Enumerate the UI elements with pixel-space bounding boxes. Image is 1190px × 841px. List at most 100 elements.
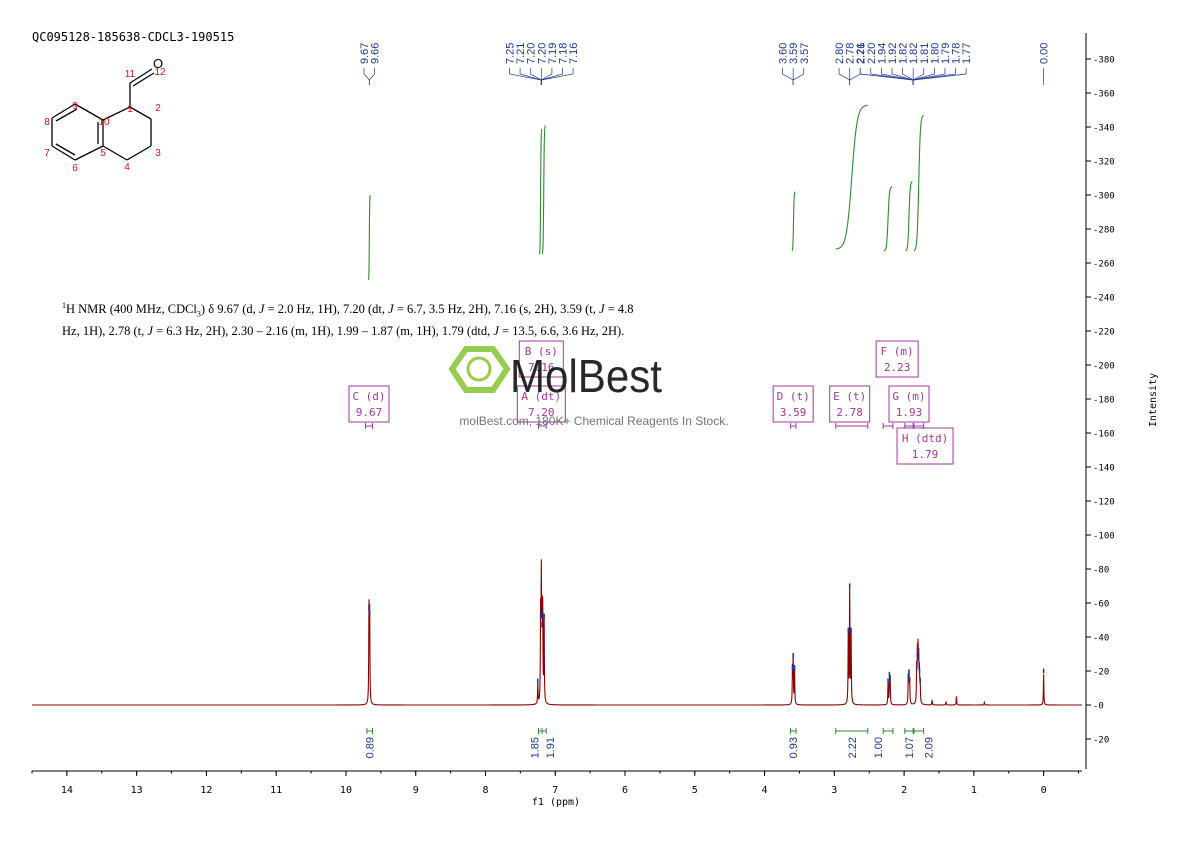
multiplet-frame <box>348 385 390 423</box>
integral-value: 1.07 <box>904 737 916 758</box>
x-tick-label: 3 <box>831 785 837 796</box>
peak-shift-label: 7.20 <box>536 43 548 64</box>
x-axis-label: f1 (ppm) <box>532 797 580 808</box>
integral-values: 0.89 1.85 1.91 0.93 2.22 1.00 1.07 2.09 <box>365 728 936 758</box>
multiplet-shift: 9.67 <box>356 406 383 419</box>
atom-label: 1 <box>127 104 133 115</box>
y-tick-label: -380 <box>1093 56 1115 66</box>
multiplet-box: H (dtd) 1.79 <box>896 423 954 465</box>
peak-shift-label: 3.57 <box>799 43 811 64</box>
integral-curve <box>835 104 868 250</box>
x-tick-label: 1 <box>971 785 977 796</box>
oxygen-label: O <box>153 56 163 71</box>
peak-label-connector <box>368 68 375 85</box>
y-tick-label: -200 <box>1093 362 1115 372</box>
x-tick-label: 0 <box>1041 785 1047 796</box>
y-tick-label: -340 <box>1093 124 1115 134</box>
multiplet-frame <box>829 385 871 423</box>
multiplet-box: F (m) 2.23 <box>875 340 919 429</box>
peak-shift-label: 9.67 <box>359 43 371 64</box>
multiplet-shift: 1.93 <box>896 406 923 419</box>
peak-shift-label: 3.60 <box>778 43 790 64</box>
axes: 14 13 12 11 10 9 8 7 6 5 4 3 2 1 0-20-0-20-40-60-80-10… <box>31 33 1115 796</box>
multiplet-label: C (d) <box>352 390 385 403</box>
peak-shift-label: 1.94 <box>876 43 888 64</box>
peak-shift-label: 7.16 <box>568 43 580 64</box>
multiplet-frame <box>896 427 954 465</box>
peak-shift-label: 1.79 <box>940 43 952 64</box>
y-tick-label: -160 <box>1093 430 1115 440</box>
integral-value: 1.85 <box>529 737 541 758</box>
y-tick-label: -180 <box>1093 396 1115 406</box>
multiplet-shift: 7.20 <box>528 406 555 419</box>
multiplet-shift: 2.23 <box>884 361 911 374</box>
peak-label-connector <box>782 68 794 85</box>
x-tick-label: 9 <box>413 785 419 796</box>
x-tick-label: 4 <box>762 785 768 796</box>
peak-shift-label: 7.25 <box>505 43 517 64</box>
multiplet-boxes: C (d) 9.67 B (s) 7.16 A (dt) 7.20 D (t) 3.59 E (… <box>348 340 954 465</box>
x-tick-label: 8 <box>482 785 488 796</box>
atom-label: 5 <box>100 148 106 159</box>
molbest-watermark: MolBest molBest.com, 180K+ Chemical Reag… <box>448 346 729 428</box>
nmr-description: 1H NMR (400 MHz, CDCl3) δ 9.67 (d, J = 2… <box>62 301 634 338</box>
molbest-tagline: molBest.com, 180K+ Chemical Reagents In … <box>459 414 728 428</box>
peak-shift-label: 7.21 <box>515 43 527 64</box>
peak-label-connector <box>792 68 805 85</box>
atom-label: 8 <box>44 117 50 128</box>
atom-label: 11 <box>125 69 136 80</box>
multiplet-box: C (d) 9.67 <box>348 385 390 429</box>
integral-curves <box>367 104 924 281</box>
integral-value: 2.22 <box>847 737 859 758</box>
multiplet-label: A (dt) <box>521 390 561 403</box>
peak-labels: 9.679.66 7.257.217.207.207.197.187.16 3.60… <box>359 43 1051 85</box>
multiplet-shift: 3.59 <box>780 406 807 419</box>
multiplet-box: G (m) 1.93 <box>888 385 930 429</box>
multiplet-frame <box>875 340 919 378</box>
peak-shift-label: 7.18 <box>558 43 570 64</box>
peak-shift-label: 3.59 <box>788 43 800 64</box>
multiplet-label: G (m) <box>892 390 925 403</box>
x-tick-label: 5 <box>692 785 698 796</box>
x-tick-label: 2 <box>901 785 907 796</box>
integral-curve <box>538 128 543 255</box>
y-tick-label: -20 <box>1093 668 1109 678</box>
y-tick-label: -100 <box>1093 532 1115 542</box>
x-tick-label: 12 <box>200 785 212 796</box>
peak-label-connector <box>530 68 542 85</box>
multiplet-label: H (dtd) <box>902 432 948 445</box>
y-tick-label: -60 <box>1093 600 1109 610</box>
multiplet-shift: 1.79 <box>912 448 939 461</box>
multiplet-box: B (s) 7.16 <box>518 340 564 378</box>
y-tick-label: -40 <box>1093 634 1109 644</box>
peak-shift-label: 0.00 <box>1039 43 1051 64</box>
y-tick-label: -120 <box>1093 498 1115 508</box>
x-tick-label: 7 <box>552 785 558 796</box>
x-tick-label: 6 <box>622 785 628 796</box>
x-tick-label: 11 <box>270 785 282 796</box>
atom-label: 2 <box>155 103 161 114</box>
peak-shift-label: 2.78 <box>845 43 857 64</box>
integral-value: 0.89 <box>365 737 377 758</box>
x-tick-label: 10 <box>340 785 352 796</box>
peak-shift-label: 1.82 <box>908 43 920 64</box>
atom-label: 6 <box>72 163 78 174</box>
integral-curve <box>913 114 924 252</box>
atom-label: 4 <box>124 162 130 173</box>
multiplet-frame <box>518 340 564 378</box>
peak-shift-label: 1.80 <box>929 43 941 64</box>
multiplet-label: D (t) <box>777 390 810 403</box>
molbest-brand: MolBest <box>510 350 662 402</box>
peak-shift-label: 7.19 <box>547 43 559 64</box>
integral-curve <box>883 186 893 252</box>
peak-shift-label: 2.20 <box>866 43 878 64</box>
peak-label-connector <box>540 68 553 85</box>
atom-label: 7 <box>44 148 50 159</box>
peak-label-connector <box>363 68 370 85</box>
multiplet-shift: 7.16 <box>528 361 555 374</box>
y-tick-label: -240 <box>1093 294 1115 304</box>
peak-label-connector <box>912 68 967 85</box>
atom-label: 9 <box>72 101 78 112</box>
peak-label-connector <box>912 68 925 85</box>
